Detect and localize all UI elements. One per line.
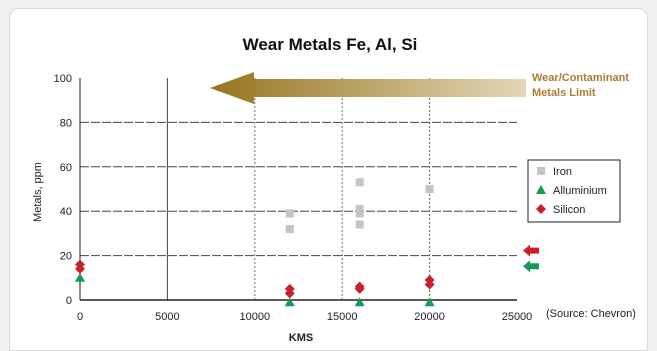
alluminium-point	[424, 297, 435, 307]
iron-point	[355, 178, 364, 187]
legend-label-silicon: Silicon	[553, 204, 585, 216]
x-axis-label: KMS	[289, 332, 313, 344]
limit-arrow	[210, 72, 526, 104]
iron-point	[425, 185, 434, 193]
chart-title: Wear Metals Fe, Al, Si	[243, 35, 418, 54]
legend-label-iron: Iron	[553, 166, 572, 178]
limit-label-line1: Wear/Contaminant	[532, 72, 629, 84]
axis-ticks: 0 20 40 60 80 100 0 5000 10000 15000 20000 25000	[54, 73, 533, 323]
limit-marker-arrow	[523, 244, 539, 257]
legend-marker-alluminium	[536, 185, 546, 194]
source-note: (Source: Chevron)	[546, 308, 636, 320]
x-tick-label: 10000	[240, 311, 271, 323]
y-tick-label: 40	[60, 206, 72, 218]
alluminium-point	[354, 297, 365, 307]
limit-arrow-group	[210, 72, 526, 104]
grid-lines	[79, 78, 517, 301]
iron-point	[355, 220, 364, 229]
side-arrows	[523, 244, 539, 273]
x-tick-label: 20000	[414, 311, 445, 323]
silicon-point	[354, 283, 365, 294]
x-tick-label: 5000	[155, 311, 179, 323]
iron-point	[285, 224, 294, 233]
silicon-point	[284, 288, 295, 299]
limit-marker-arrow	[523, 260, 539, 273]
legend: Iron Alluminium Silicon	[527, 159, 621, 223]
y-tick-label: 0	[66, 295, 72, 307]
legend-label-alluminium: Alluminium	[553, 185, 607, 197]
y-tick-label: 100	[54, 73, 72, 85]
alluminium-point	[75, 272, 85, 282]
y-tick-label: 60	[60, 162, 72, 174]
iron-point	[355, 204, 364, 213]
x-tick-label: 25000	[502, 311, 533, 323]
silicon-point	[424, 279, 435, 290]
y-axis-label: Metals, ppm	[32, 162, 44, 222]
legend-marker-iron	[537, 167, 545, 175]
alluminium-point	[284, 297, 295, 307]
iron-point	[285, 209, 294, 218]
iron-point	[355, 209, 364, 218]
silicon-point	[75, 263, 85, 274]
y-tick-label: 80	[60, 117, 72, 129]
x-tick-label: 0	[77, 311, 83, 323]
y-tick-label: 20	[60, 251, 72, 263]
x-tick-label: 15000	[327, 311, 358, 323]
legend-marker-silicon	[536, 204, 546, 214]
data-points	[75, 178, 435, 307]
limit-label-line2: Metals Limit	[532, 87, 596, 99]
